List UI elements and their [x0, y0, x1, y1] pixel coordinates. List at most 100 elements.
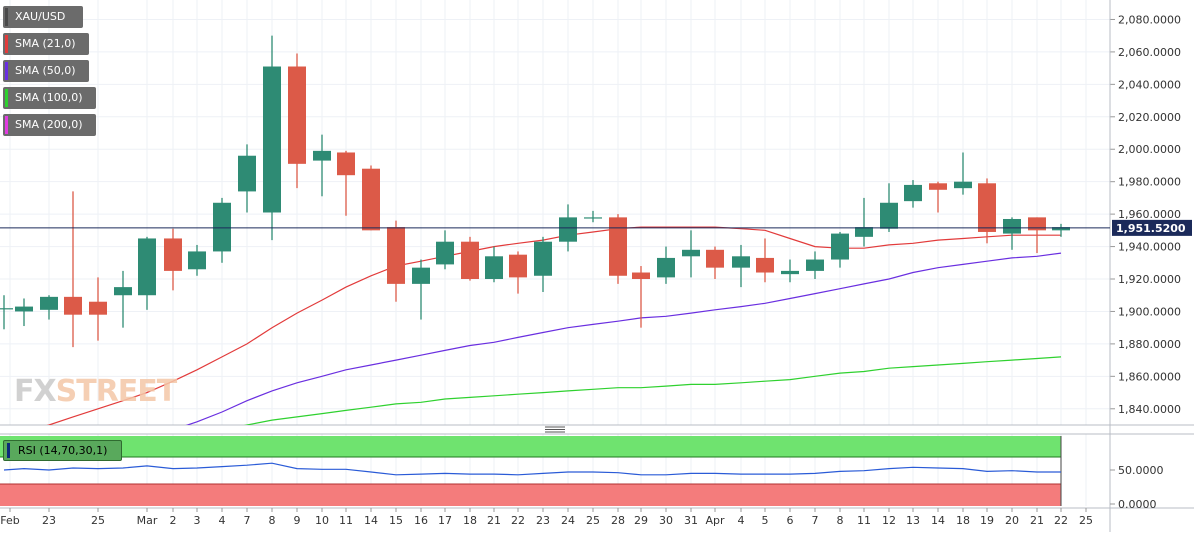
y-tick-label: 1,880.0000: [1118, 338, 1181, 351]
candle-body: [559, 217, 577, 242]
candle-body: [89, 301, 107, 315]
x-tick-label: 6: [787, 514, 794, 527]
candle-body: [706, 249, 724, 268]
y-tick-label: 2,040.0000: [1118, 78, 1181, 91]
y-tick-label: 2,000.0000: [1118, 143, 1181, 156]
candle: [0, 295, 13, 330]
sma100-swatch: [5, 89, 8, 107]
rsi-tick-label: 0.0000: [1118, 498, 1157, 511]
candle-body: [929, 183, 947, 190]
y-tick-label: 1,900.0000: [1118, 305, 1181, 318]
candle: [682, 230, 700, 278]
sma200-label: SMA (200,0): [15, 118, 83, 131]
legend-sma21[interactable]: SMA (21,0): [3, 33, 89, 55]
candle: [1028, 217, 1046, 254]
legend-sma100[interactable]: SMA (100,0): [3, 87, 96, 109]
x-tick-label: 18: [956, 514, 970, 527]
candle: [387, 220, 405, 302]
sma21-label: SMA (21,0): [15, 37, 76, 50]
candle-body: [436, 241, 454, 265]
candle: [534, 236, 552, 292]
candle-body: [806, 259, 824, 271]
candle-body: [138, 238, 156, 296]
candle-body: [40, 296, 58, 310]
candle-body: [313, 150, 331, 161]
candle: [855, 197, 873, 247]
candle-body: [732, 256, 750, 268]
candle: [114, 270, 132, 328]
x-tick-label: 11: [339, 514, 353, 527]
x-tick-label: 21: [487, 514, 501, 527]
candle: [509, 251, 527, 294]
x-tick-label: 22: [511, 514, 525, 527]
candle: [263, 35, 281, 241]
candle-body: [238, 155, 256, 192]
x-tick-label: 25: [1079, 514, 1093, 527]
candle: [15, 298, 33, 327]
candle-body: [584, 217, 602, 219]
x-tick-label: 30: [659, 514, 673, 527]
candle-body: [1052, 227, 1070, 231]
logo-part-fx: FX: [14, 374, 57, 409]
candle-body: [880, 202, 898, 229]
sma50-label: SMA (50,0): [15, 64, 76, 77]
candle-body: [756, 257, 774, 273]
candle-body: [978, 183, 996, 232]
candle-body: [509, 254, 527, 278]
candle: [609, 214, 627, 284]
sma100-line: [243, 356, 1062, 425]
sma100-label: SMA (100,0): [15, 91, 83, 104]
legend-sma200[interactable]: SMA (200,0): [3, 114, 96, 136]
y-tick-label: 1,920.0000: [1118, 273, 1181, 286]
x-tick-label: 19: [980, 514, 994, 527]
candle-body: [657, 257, 675, 278]
rsi-label[interactable]: RSI (14,70,30,1): [3, 440, 123, 461]
candle: [1003, 217, 1021, 250]
candle: [213, 197, 231, 263]
symbol-label[interactable]: XAU/USD: [3, 6, 83, 28]
x-tick-label: 3: [194, 514, 201, 527]
legend-sma50[interactable]: SMA (50,0): [3, 60, 89, 82]
candle: [362, 165, 380, 231]
x-tick-label: 28: [611, 514, 625, 527]
candle-body: [387, 227, 405, 284]
x-tick-label: 7: [244, 514, 251, 527]
symbol-text: XAU/USD: [15, 10, 66, 23]
y-tick-label: 1,840.0000: [1118, 403, 1181, 416]
candle: [313, 134, 331, 197]
candle: [806, 251, 824, 280]
candle-body: [461, 241, 479, 280]
candle-body: [1028, 217, 1046, 231]
candle: [584, 210, 602, 223]
candle-body: [904, 184, 922, 202]
x-tick-label: 16: [414, 514, 428, 527]
x-tick-label: Feb: [0, 514, 19, 527]
candle-body: [781, 270, 799, 275]
candle: [978, 178, 996, 244]
symbol-swatch: [5, 8, 8, 26]
candle: [632, 266, 650, 328]
x-tick-label: 21: [1030, 514, 1044, 527]
sma21-line: [46, 226, 1061, 425]
candle-body: [15, 306, 33, 312]
candle-body: [954, 181, 972, 189]
y-tick-label: 2,020.0000: [1118, 111, 1181, 124]
candle-body: [1003, 218, 1021, 234]
rsi-oversold-zone: [0, 484, 1061, 506]
candle: [929, 181, 947, 213]
candle: [706, 246, 724, 280]
x-tick-label: 25: [586, 514, 600, 527]
x-tick-label: Apr: [705, 514, 725, 527]
x-tick-label: 14: [364, 514, 378, 527]
candle: [904, 180, 922, 208]
candle-body: [682, 249, 700, 257]
price-series-group: [0, 35, 1070, 425]
x-tick-label: 8: [837, 514, 844, 527]
candle: [89, 277, 107, 341]
sma200-swatch: [5, 116, 8, 134]
candle: [781, 259, 799, 283]
x-tick-label: 23: [536, 514, 550, 527]
x-tick-label: 29: [634, 514, 648, 527]
candle-body: [114, 287, 132, 296]
rsi-tick-label: 50.0000: [1118, 464, 1164, 477]
